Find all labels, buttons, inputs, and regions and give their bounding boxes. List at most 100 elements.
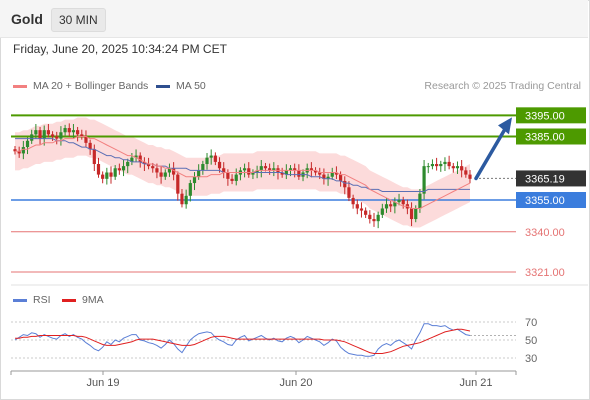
ma50-swatch [156, 84, 170, 88]
candle-body [138, 155, 142, 162]
candle-body [435, 164, 439, 167]
rsi-ma-label: 9MA [82, 294, 104, 306]
candle-body [418, 193, 422, 209]
candle-body [234, 174, 238, 181]
candle-body [280, 172, 284, 175]
candle-body [201, 164, 205, 171]
price-label-support: 3321.00 [525, 267, 565, 279]
candle-body [101, 174, 105, 179]
target-arrow-shaft [474, 125, 508, 181]
candle-body [217, 161, 222, 169]
candle-body [163, 172, 167, 177]
candle-body [13, 149, 17, 152]
candle-body [226, 172, 230, 179]
candle-body [447, 161, 451, 167]
candle-body [464, 170, 468, 175]
candle-body [318, 172, 322, 175]
candle-body [309, 168, 313, 171]
candle-body [284, 170, 288, 175]
candle-body [63, 128, 67, 133]
candle-body [192, 176, 197, 184]
header-bar: Gold 30 MIN [0, 0, 588, 38]
ma20-line [15, 136, 471, 209]
candle-body [25, 140, 30, 148]
candle-body [380, 208, 384, 215]
candle-body [121, 166, 126, 171]
candle-body [96, 164, 101, 175]
candle-body [359, 208, 364, 211]
candle-body [30, 134, 34, 141]
rsi-label: RSI [33, 294, 51, 306]
candle-body [159, 172, 163, 177]
price-label-current: 3365.19 [525, 173, 565, 185]
x-tick-label: Jun 21 [459, 377, 492, 389]
candle-body [393, 202, 397, 207]
candle-body [172, 168, 176, 175]
candle-body [113, 168, 117, 177]
candle-body [263, 166, 268, 169]
legend-ma50: MA 50 [156, 80, 206, 92]
price-label-resistance: 3385.00 [525, 132, 565, 144]
candle-body [92, 149, 96, 165]
ma50-label: MA 50 [176, 80, 206, 92]
timestamp: Friday, June 20, 2025 10:34:24 PM CET [13, 42, 227, 56]
candle-body [142, 161, 147, 165]
candle-body [451, 166, 455, 169]
rsi-swatch [13, 298, 27, 302]
instrument-title: Gold [11, 11, 43, 27]
candle-body [351, 197, 355, 205]
candle-body [17, 151, 21, 154]
candle-body [313, 170, 318, 173]
rsi-ma-line [15, 328, 471, 354]
candle-body [46, 130, 50, 135]
legend-rsi-ma: 9MA [62, 294, 104, 306]
legend-rsi: RSI [13, 294, 51, 306]
ma20-label: MA 20 + Bollinger Bands [33, 80, 149, 92]
rsi-ma-swatch [62, 298, 76, 302]
candle-body [242, 168, 247, 171]
candle-body [430, 164, 435, 167]
candle-body [167, 168, 172, 173]
research-credit: Research © 2025 Trading Central [424, 80, 581, 92]
candle-body [326, 176, 330, 179]
candle-body [184, 195, 188, 205]
x-tick-label: Jun 19 [86, 377, 119, 389]
candle-body [297, 170, 301, 177]
candle-body [384, 204, 389, 209]
candle-body [205, 157, 209, 165]
candle-body [230, 178, 234, 181]
candle-body [468, 174, 472, 179]
price-label-pivot: 3355.00 [525, 195, 565, 207]
candle-body [288, 168, 293, 171]
candle-body [343, 180, 347, 188]
candle-body [376, 214, 380, 222]
candle-body [422, 166, 426, 194]
candle-body [409, 208, 414, 220]
candle-body [251, 172, 255, 175]
target-arrow-head [498, 117, 512, 135]
candle-body [42, 130, 46, 139]
rsi-level-label: 30 [525, 353, 537, 365]
candle-body [180, 193, 184, 205]
candle-body [197, 170, 201, 177]
candle-body [188, 183, 192, 196]
ma20-swatch [13, 84, 27, 88]
candle-body [364, 210, 368, 215]
candle-body [50, 134, 55, 137]
candle-body [443, 161, 447, 165]
candle-body [259, 166, 263, 171]
legend-ma20: MA 20 + Bollinger Bands [13, 80, 148, 92]
candle-body [389, 204, 393, 207]
rsi-level-label: 50 [525, 335, 537, 347]
candle-body [322, 174, 326, 179]
candle-body [209, 155, 213, 158]
candle-body [76, 130, 80, 135]
candle-body [134, 155, 138, 158]
candle-body [117, 168, 121, 171]
candle-body [268, 168, 272, 171]
candle-body [272, 168, 276, 171]
candle-body [176, 174, 180, 194]
timeframe-badge[interactable]: 30 MIN [51, 8, 106, 32]
candle-body [80, 134, 84, 137]
